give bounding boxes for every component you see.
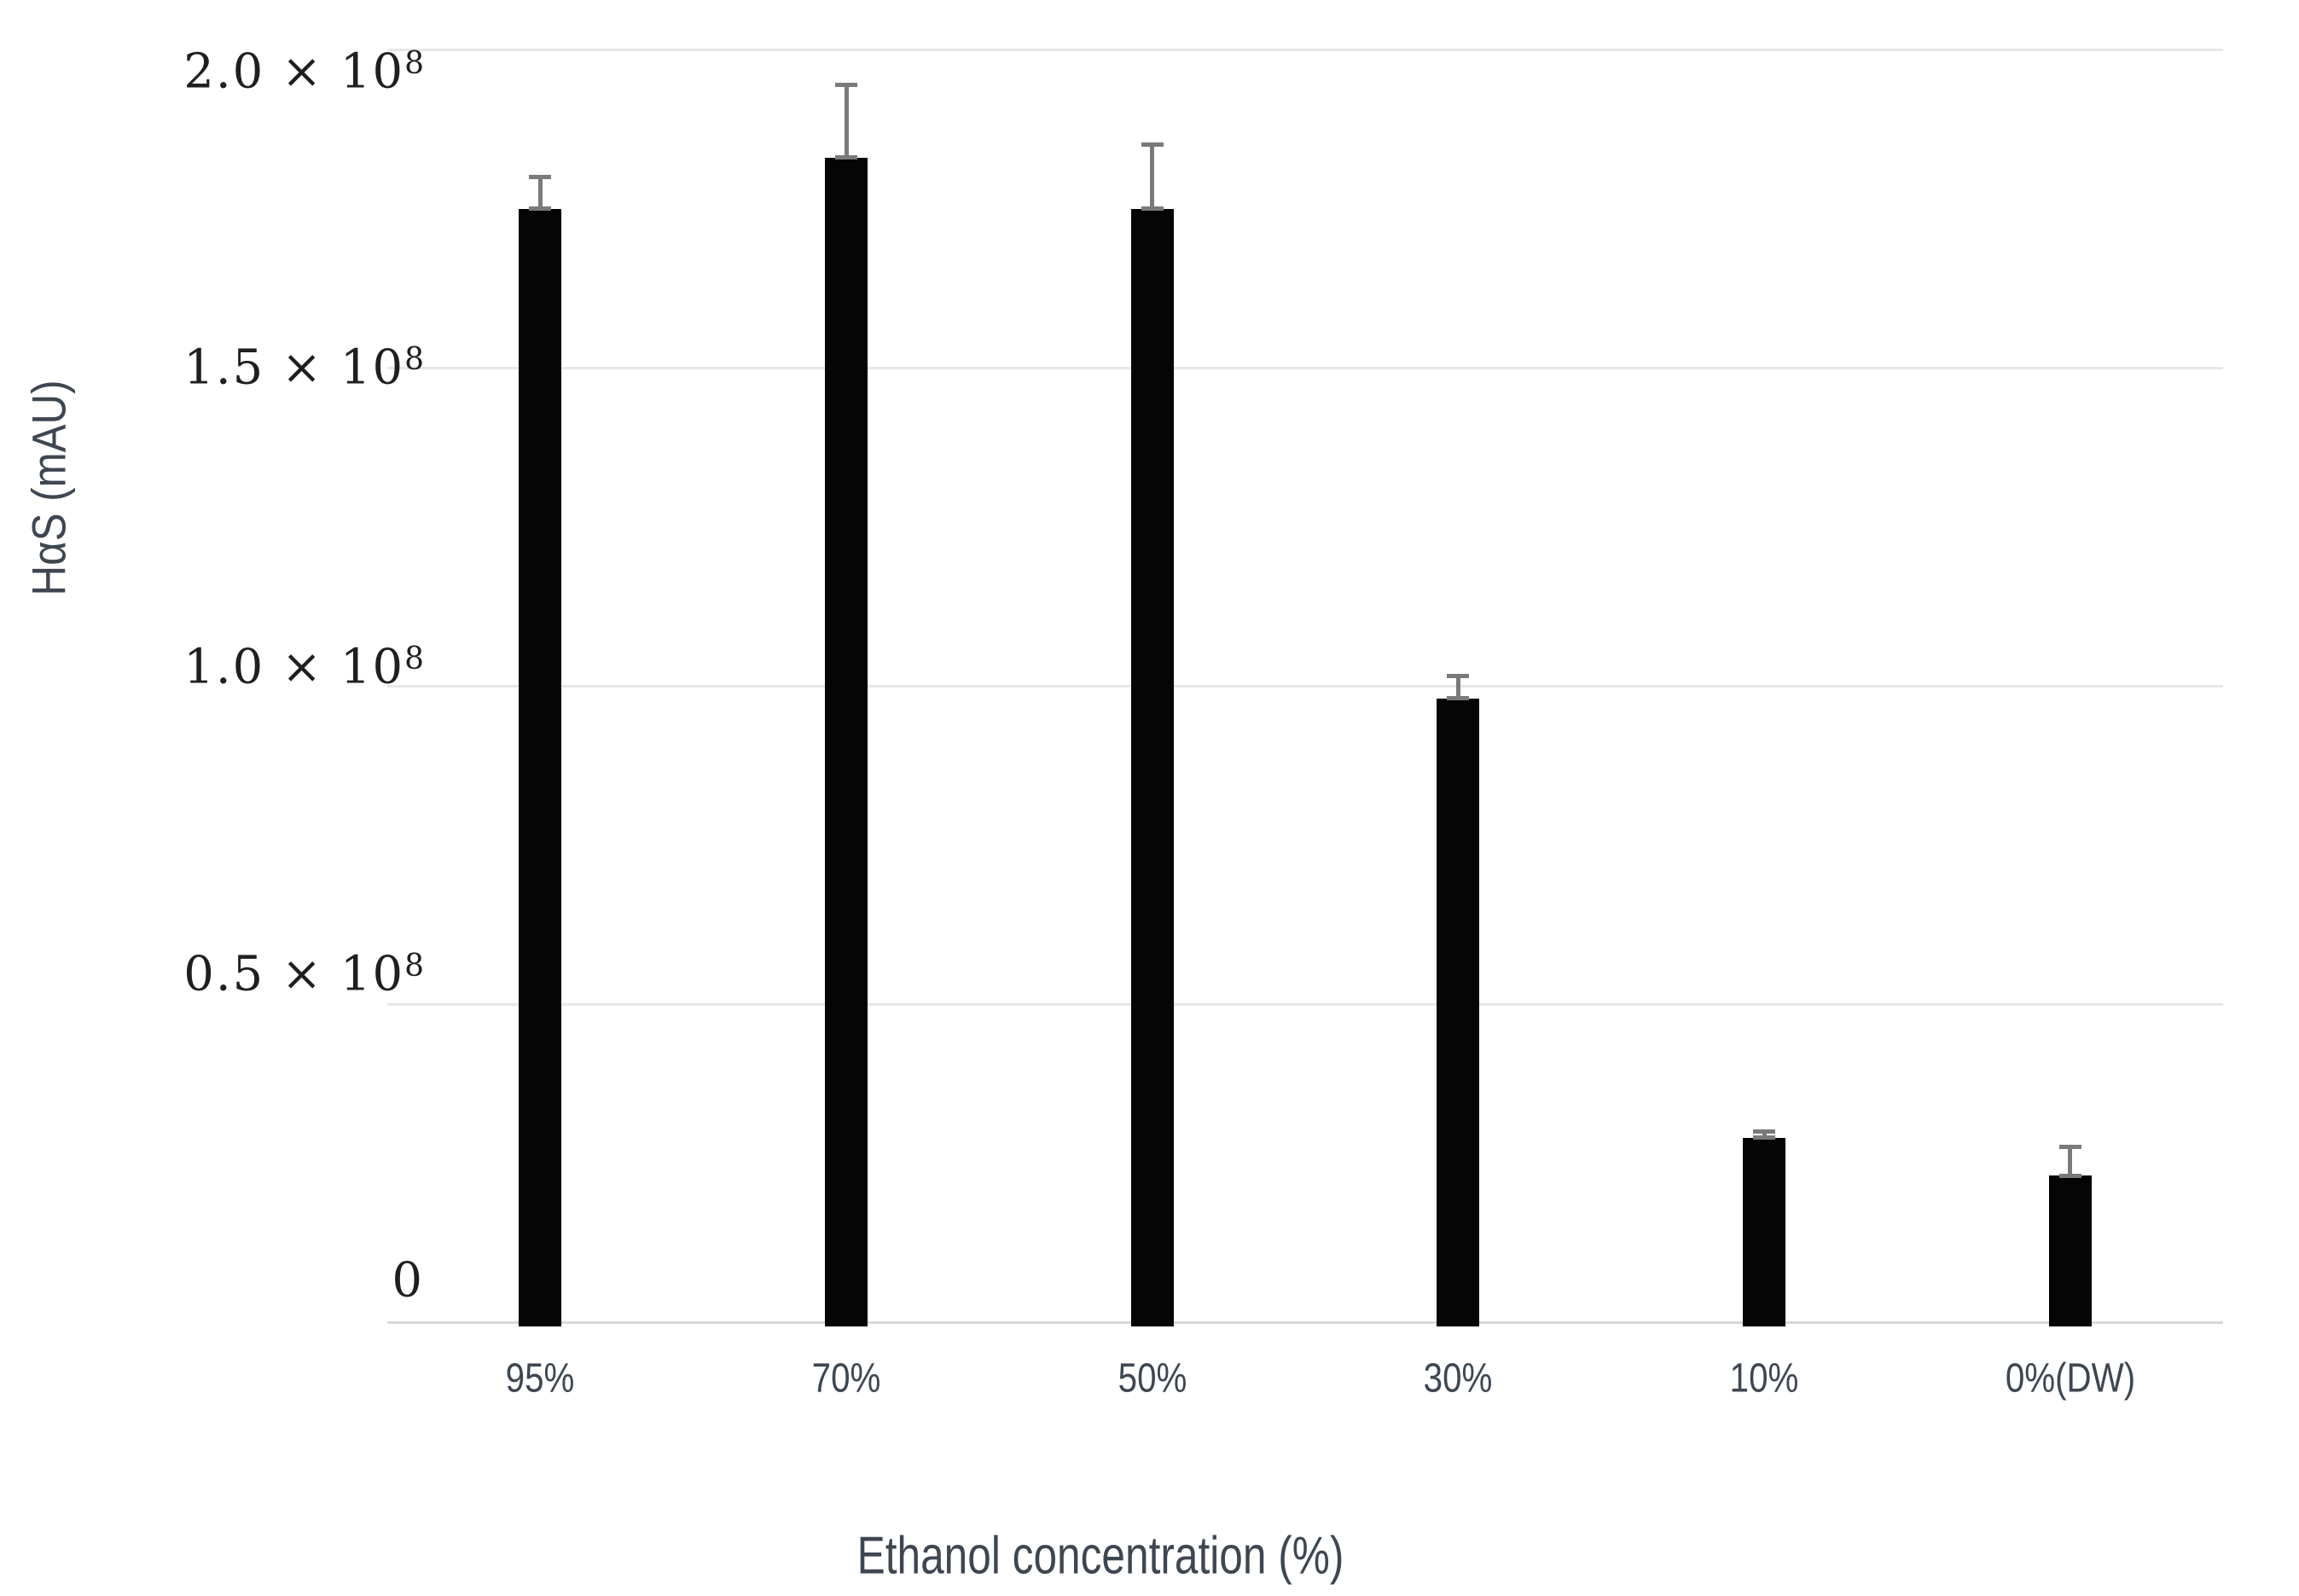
category-label: 50% <box>1118 1355 1187 1402</box>
bar <box>1743 1137 1785 1326</box>
error-bar-bottom-cap <box>1753 1135 1775 1140</box>
error-bar-top-cap <box>2058 1144 2081 1149</box>
error-bar-bottom-cap <box>529 206 552 211</box>
y-tick-label: 0.5 × 108 <box>183 946 424 1002</box>
y-tick-label: 1.0 × 108 <box>183 639 424 695</box>
x-axis-title: Ethanol concentration (%) <box>856 1526 1344 1586</box>
error-bar-bottom-cap <box>1141 206 1164 211</box>
bar <box>2048 1175 2092 1326</box>
category-label: 30% <box>1423 1355 1493 1402</box>
error-bar-top-cap <box>529 174 552 179</box>
category-label: 10% <box>1729 1355 1799 1402</box>
error-bar-whisker <box>1455 676 1460 700</box>
y-axis-title: HαS (mAU) <box>21 380 76 596</box>
bar <box>1437 698 1480 1326</box>
category-label: 95% <box>505 1355 575 1402</box>
y-gridline <box>387 1320 2223 1324</box>
y-tick-label: 1.5 × 108 <box>183 340 424 396</box>
error-bar-top-cap <box>835 82 857 87</box>
y-gridline <box>387 684 2223 688</box>
bar <box>519 208 562 1326</box>
error-bar-top-cap <box>1753 1129 1775 1134</box>
category-label: 70% <box>811 1355 881 1402</box>
error-bar-bottom-cap <box>2058 1173 2081 1178</box>
y-gridline <box>387 1002 2223 1006</box>
error-bar-whisker <box>844 84 849 160</box>
bar <box>1130 208 1174 1326</box>
error-bar-whisker <box>1150 144 1155 211</box>
error-bar-whisker <box>1762 1131 1767 1140</box>
y-tick-label: 0 <box>392 1252 424 1309</box>
y-gridline <box>387 48 2223 51</box>
y-tick-exponent: 8 <box>404 641 424 677</box>
y-tick-exponent: 8 <box>404 46 424 82</box>
category-label: 0%(DW) <box>2005 1355 2135 1402</box>
error-bar-top-cap <box>1447 673 1470 678</box>
y-gridline <box>387 366 2223 369</box>
error-bar-bottom-cap <box>835 155 857 160</box>
error-bar-whisker <box>537 177 543 211</box>
y-tick-exponent: 8 <box>404 342 424 378</box>
error-bar-whisker <box>2068 1146 2073 1178</box>
y-tick-exponent: 8 <box>404 949 424 984</box>
error-bar-bottom-cap <box>1447 696 1470 701</box>
y-tick-label: 2.0 × 108 <box>183 44 424 100</box>
error-bar-top-cap <box>1141 142 1164 148</box>
bar <box>825 157 868 1326</box>
